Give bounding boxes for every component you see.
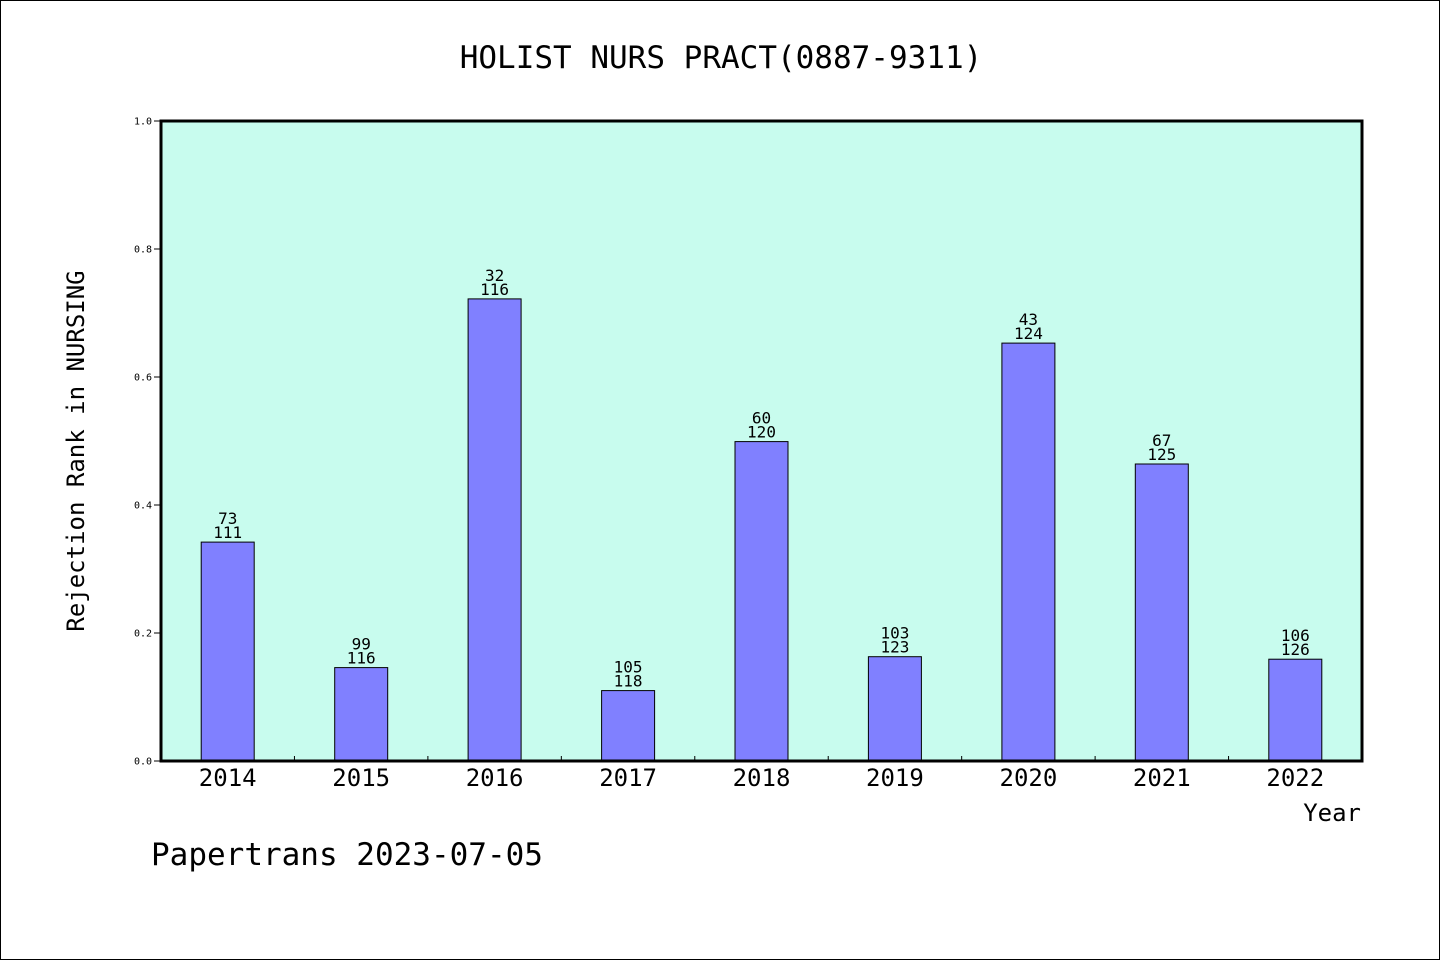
x-tick-label: 2014 bbox=[199, 764, 257, 792]
bar-2017 bbox=[601, 690, 656, 762]
bar-label-top: 32 bbox=[485, 266, 504, 285]
bar-label-bottom: 125 bbox=[1147, 445, 1176, 464]
x-axis-label: Year bbox=[1303, 799, 1361, 827]
y-axis-label: Rejection Rank in NURSING bbox=[62, 270, 90, 631]
y-tick-label: 0.0 bbox=[134, 757, 152, 768]
bar-label-bottom: 126 bbox=[1281, 640, 1310, 659]
x-tick-label: 2020 bbox=[1000, 764, 1058, 792]
y-tick-label: 0.8 bbox=[134, 245, 152, 256]
bar-label-top: 99 bbox=[352, 635, 371, 654]
bar-label-top: 106 bbox=[1281, 626, 1310, 645]
bar-label-top: 73 bbox=[218, 509, 237, 528]
bar-label-top: 105 bbox=[614, 658, 643, 677]
bar-label-bottom: 118 bbox=[614, 672, 643, 691]
x-tick-label: 2021 bbox=[1133, 764, 1191, 792]
bar-label-bottom: 124 bbox=[1014, 324, 1043, 343]
bar-label-top: 43 bbox=[1019, 310, 1038, 329]
bar-2022 bbox=[1268, 658, 1323, 762]
y-tick-label: 0.6 bbox=[134, 373, 152, 384]
bar-2018 bbox=[734, 441, 789, 762]
bar-2019 bbox=[867, 656, 922, 762]
x-tick-label: 2017 bbox=[599, 764, 657, 792]
bar-label-top: 103 bbox=[880, 624, 909, 643]
x-tick-label: 2016 bbox=[466, 764, 524, 792]
x-tick-label: 2022 bbox=[1266, 764, 1324, 792]
bar-2020 bbox=[1001, 342, 1056, 762]
y-tick-label: 1.0 bbox=[134, 117, 152, 128]
y-tick-label: 0.2 bbox=[134, 629, 152, 640]
bar-2016 bbox=[467, 298, 522, 762]
bar-label-bottom: 120 bbox=[747, 423, 776, 442]
bar-2014 bbox=[200, 541, 255, 762]
bar-label-bottom: 116 bbox=[480, 280, 509, 299]
y-tick-label: 0.4 bbox=[134, 501, 152, 512]
bar-label-top: 67 bbox=[1152, 431, 1171, 450]
bar-label-bottom: 123 bbox=[880, 638, 909, 657]
x-tick-label: 2015 bbox=[332, 764, 390, 792]
bar-label-bottom: 111 bbox=[213, 523, 242, 542]
bar-2021 bbox=[1134, 463, 1189, 762]
x-tick-label: 2018 bbox=[733, 764, 791, 792]
chart-title: HOLIST NURS PRACT(0887-9311) bbox=[460, 40, 983, 76]
footer-credit: Papertrans 2023-07-05 bbox=[151, 837, 543, 873]
x-tick-label: 2019 bbox=[866, 764, 924, 792]
bar-label-bottom: 116 bbox=[347, 649, 376, 668]
bar-label-top: 60 bbox=[752, 409, 771, 428]
plot-border bbox=[159, 119, 1364, 763]
bar-2015 bbox=[334, 667, 389, 762]
